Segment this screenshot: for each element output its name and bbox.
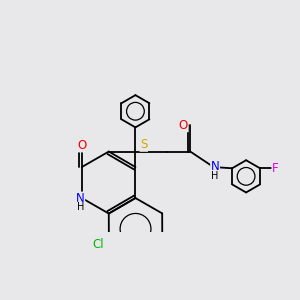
Text: S: S — [140, 138, 148, 151]
Text: F: F — [272, 162, 279, 175]
Text: Cl: Cl — [92, 238, 104, 251]
Text: O: O — [77, 139, 86, 152]
Text: O: O — [179, 119, 188, 132]
Text: N: N — [211, 160, 220, 173]
Text: H: H — [76, 202, 84, 212]
Text: N: N — [76, 192, 85, 205]
Text: H: H — [212, 171, 219, 181]
